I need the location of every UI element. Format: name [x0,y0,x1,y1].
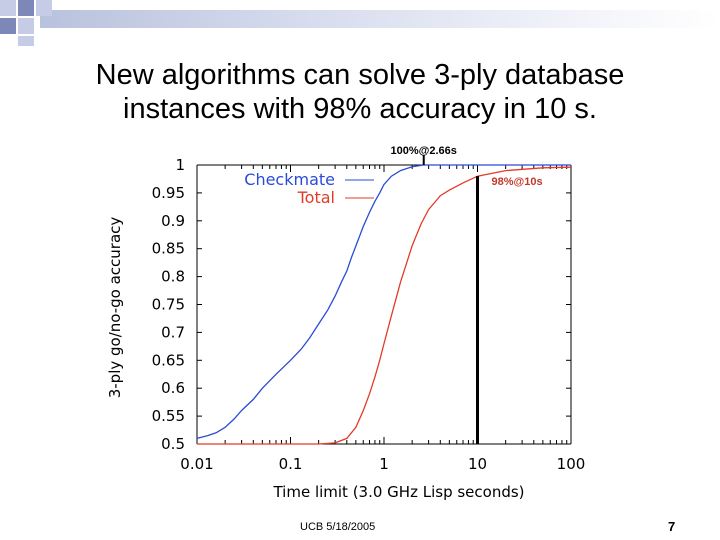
y-tick-label: 0.65 [152,351,185,369]
footer-text: UCB 5/18/2005 [300,521,376,533]
y-tick-label: 0.5 [161,435,185,453]
legend-label-checkmate: Checkmate [244,170,335,189]
decor-square-2 [18,0,34,16]
x-axis-label: Time limit (3.0 GHz Lisp seconds) [272,483,524,501]
y-tick-label: 0.8 [161,268,185,286]
header-decor-bar [40,10,720,28]
legend-label-total: Total [297,188,335,207]
y-tick-label: 0.85 [152,240,185,258]
chart-annotations: 100%@2.66s 98%@10s [391,145,543,444]
series-line-total [197,166,572,445]
decor-square-3 [0,18,16,34]
y-tick-label: 0.6 [161,379,185,397]
y-tick-label: 0.75 [152,296,185,314]
x-tick-label: 0.01 [180,455,213,473]
decor-square-4 [18,18,34,34]
annotation-98pct: 98%@10s [492,176,543,188]
chart-series [196,164,572,445]
chart-axes [196,164,572,445]
slide-title-line-1: New algorithms can solve 3-ply database [95,59,625,91]
page-number: 7 [668,519,676,534]
y-axis-label: 3-ply go/no-go accuracy [106,217,124,399]
x-tick-label: 10 [468,455,487,473]
y-ticks: 0.5 0.55 0.6 0.65 0.7 0.75 0.8 0.85 0.9 0.95 1 [152,156,571,453]
y-tick-label: 1 [175,156,185,174]
decor-square-6 [18,36,34,46]
x-ticks: 0.01 0.1 1 10 100 [180,165,585,473]
annotation-100pct: 100%@2.66s [391,145,457,157]
series-line-checkmate [196,164,571,440]
y-tick-label: 0.9 [161,212,185,230]
decor-square-5 [36,0,52,16]
y-tick-label: 0.95 [152,184,185,202]
x-tick-label: 100 [557,455,586,473]
decor-square-1 [0,0,16,16]
y-tick-label: 0.55 [152,407,185,425]
slide-title: New algorithms can solve 3-ply database … [20,58,700,126]
y-tick-label: 0.7 [161,323,185,341]
x-tick-label: 0.1 [279,455,303,473]
x-tick-label: 1 [379,455,389,473]
slide-title-line-2: instances with 98% accuracy in 10 s. [123,93,597,125]
